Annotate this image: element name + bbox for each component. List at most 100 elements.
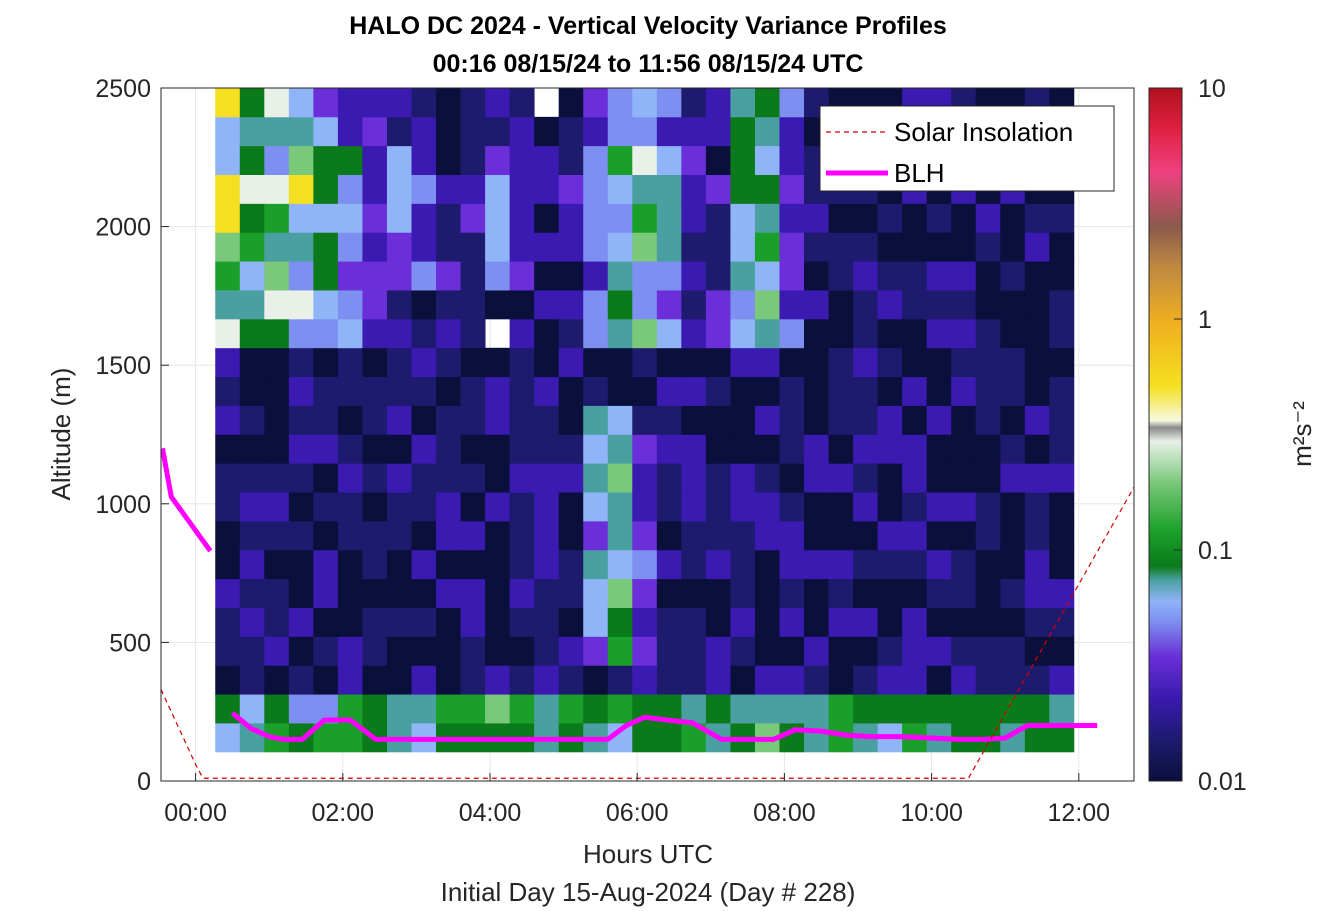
heatmap-cell [607,694,633,724]
heatmap-cell [1024,347,1050,378]
heatmap-cell [705,405,731,435]
heatmap-cell [730,261,756,291]
heatmap-cell [558,607,584,637]
heatmap-cell [705,174,731,204]
heatmap-cell [975,463,1001,493]
heatmap-cell [853,549,879,580]
heatmap-cell [681,347,707,378]
heatmap-cell [534,636,560,666]
heatmap-cell [583,520,609,551]
heatmap-cell [705,376,731,406]
heatmap-cell [754,203,780,233]
heatmap-cell [337,434,363,464]
heatmap-cell [558,318,584,349]
heatmap-cell [730,376,756,406]
heatmap-cell [264,520,290,551]
heatmap-cell [460,261,486,291]
heatmap-cell [754,145,780,175]
heatmap-cell [754,694,780,724]
heatmap-cell [337,463,363,493]
heatmap-cell [313,116,339,147]
heatmap-cell [264,318,290,349]
heatmap-cell [853,434,879,464]
y-tick-label: 1000 [95,491,151,519]
heatmap-cell [632,434,658,464]
heatmap-cell [951,347,977,378]
heatmap-cell [558,665,584,695]
heatmap-cell [509,232,535,262]
heatmap-cell [264,665,290,695]
heatmap-cell [632,723,658,753]
heatmap-cell [239,145,265,175]
heatmap-cell [877,347,903,378]
heatmap-cell [1049,665,1075,695]
heatmap-cell [558,578,584,608]
heatmap-cell [386,578,412,608]
heatmap-cell [730,434,756,464]
heatmap-cell [902,347,928,378]
heatmap-cell [411,203,437,233]
heatmap-cell [877,636,903,666]
heatmap-cell [264,376,290,406]
heatmap-cell [337,88,363,118]
heatmap-cell [1000,520,1026,551]
heatmap-cell [975,665,1001,695]
heatmap-cell [975,520,1001,551]
heatmap-cell [754,290,780,320]
heatmap-cell [1049,694,1075,724]
heatmap-cell [288,261,314,291]
heatmap-cell [362,232,388,262]
heatmap-cell [337,405,363,435]
heatmap-cell [558,463,584,493]
heatmap-cell [436,232,461,262]
heatmap-cell [607,434,633,464]
heatmap-cell [239,549,265,580]
heatmap-cell [926,261,952,291]
heatmap-cell [534,376,560,406]
heatmap-cell [436,578,461,608]
heatmap-cell [632,549,658,580]
heatmap-cell [1024,694,1050,724]
heatmap-cell [779,636,805,666]
x-tick-label: 12:00 [1048,799,1111,827]
heatmap-cell [509,290,535,320]
heatmap-cell [583,607,609,637]
heatmap-cell [926,203,952,233]
heatmap-cell [607,665,633,695]
heatmap-cell [705,665,731,695]
heatmap-cell [337,549,363,580]
heatmap-cell [975,549,1001,580]
heatmap-cell [460,607,486,637]
heatmap-cell [951,232,977,262]
heatmap-cell [264,174,290,204]
heatmap-cell [411,607,437,637]
heatmap-cell [1024,607,1050,637]
heatmap-cell [362,347,388,378]
heatmap-cell [509,261,535,291]
heatmap-cell [607,174,633,204]
heatmap-cell [583,549,609,580]
heatmap-cell [337,261,363,291]
y-tick-label: 2500 [95,75,151,103]
heatmap-cell [558,636,584,666]
heatmap-cell [828,578,854,608]
heatmap-cell [411,549,437,580]
heatmap-cell [386,694,412,724]
heatmap-cell [632,290,658,320]
heatmap-cell [754,405,780,435]
heatmap-cell [632,261,658,291]
heatmap-cell [951,578,977,608]
heatmap-cell [460,116,486,147]
heatmap-cell [951,694,977,724]
heatmap-cell [460,578,486,608]
heatmap-cell [754,492,780,522]
heatmap-cell [607,88,633,118]
heatmap-cell [656,492,682,522]
heatmap-cell [215,116,241,147]
heatmap-cell [436,290,461,320]
heatmap-cell [534,607,560,637]
heatmap-cell [436,665,461,695]
heatmap-cell [411,665,437,695]
heatmap-cell [730,636,756,666]
heatmap-cell [509,145,535,175]
